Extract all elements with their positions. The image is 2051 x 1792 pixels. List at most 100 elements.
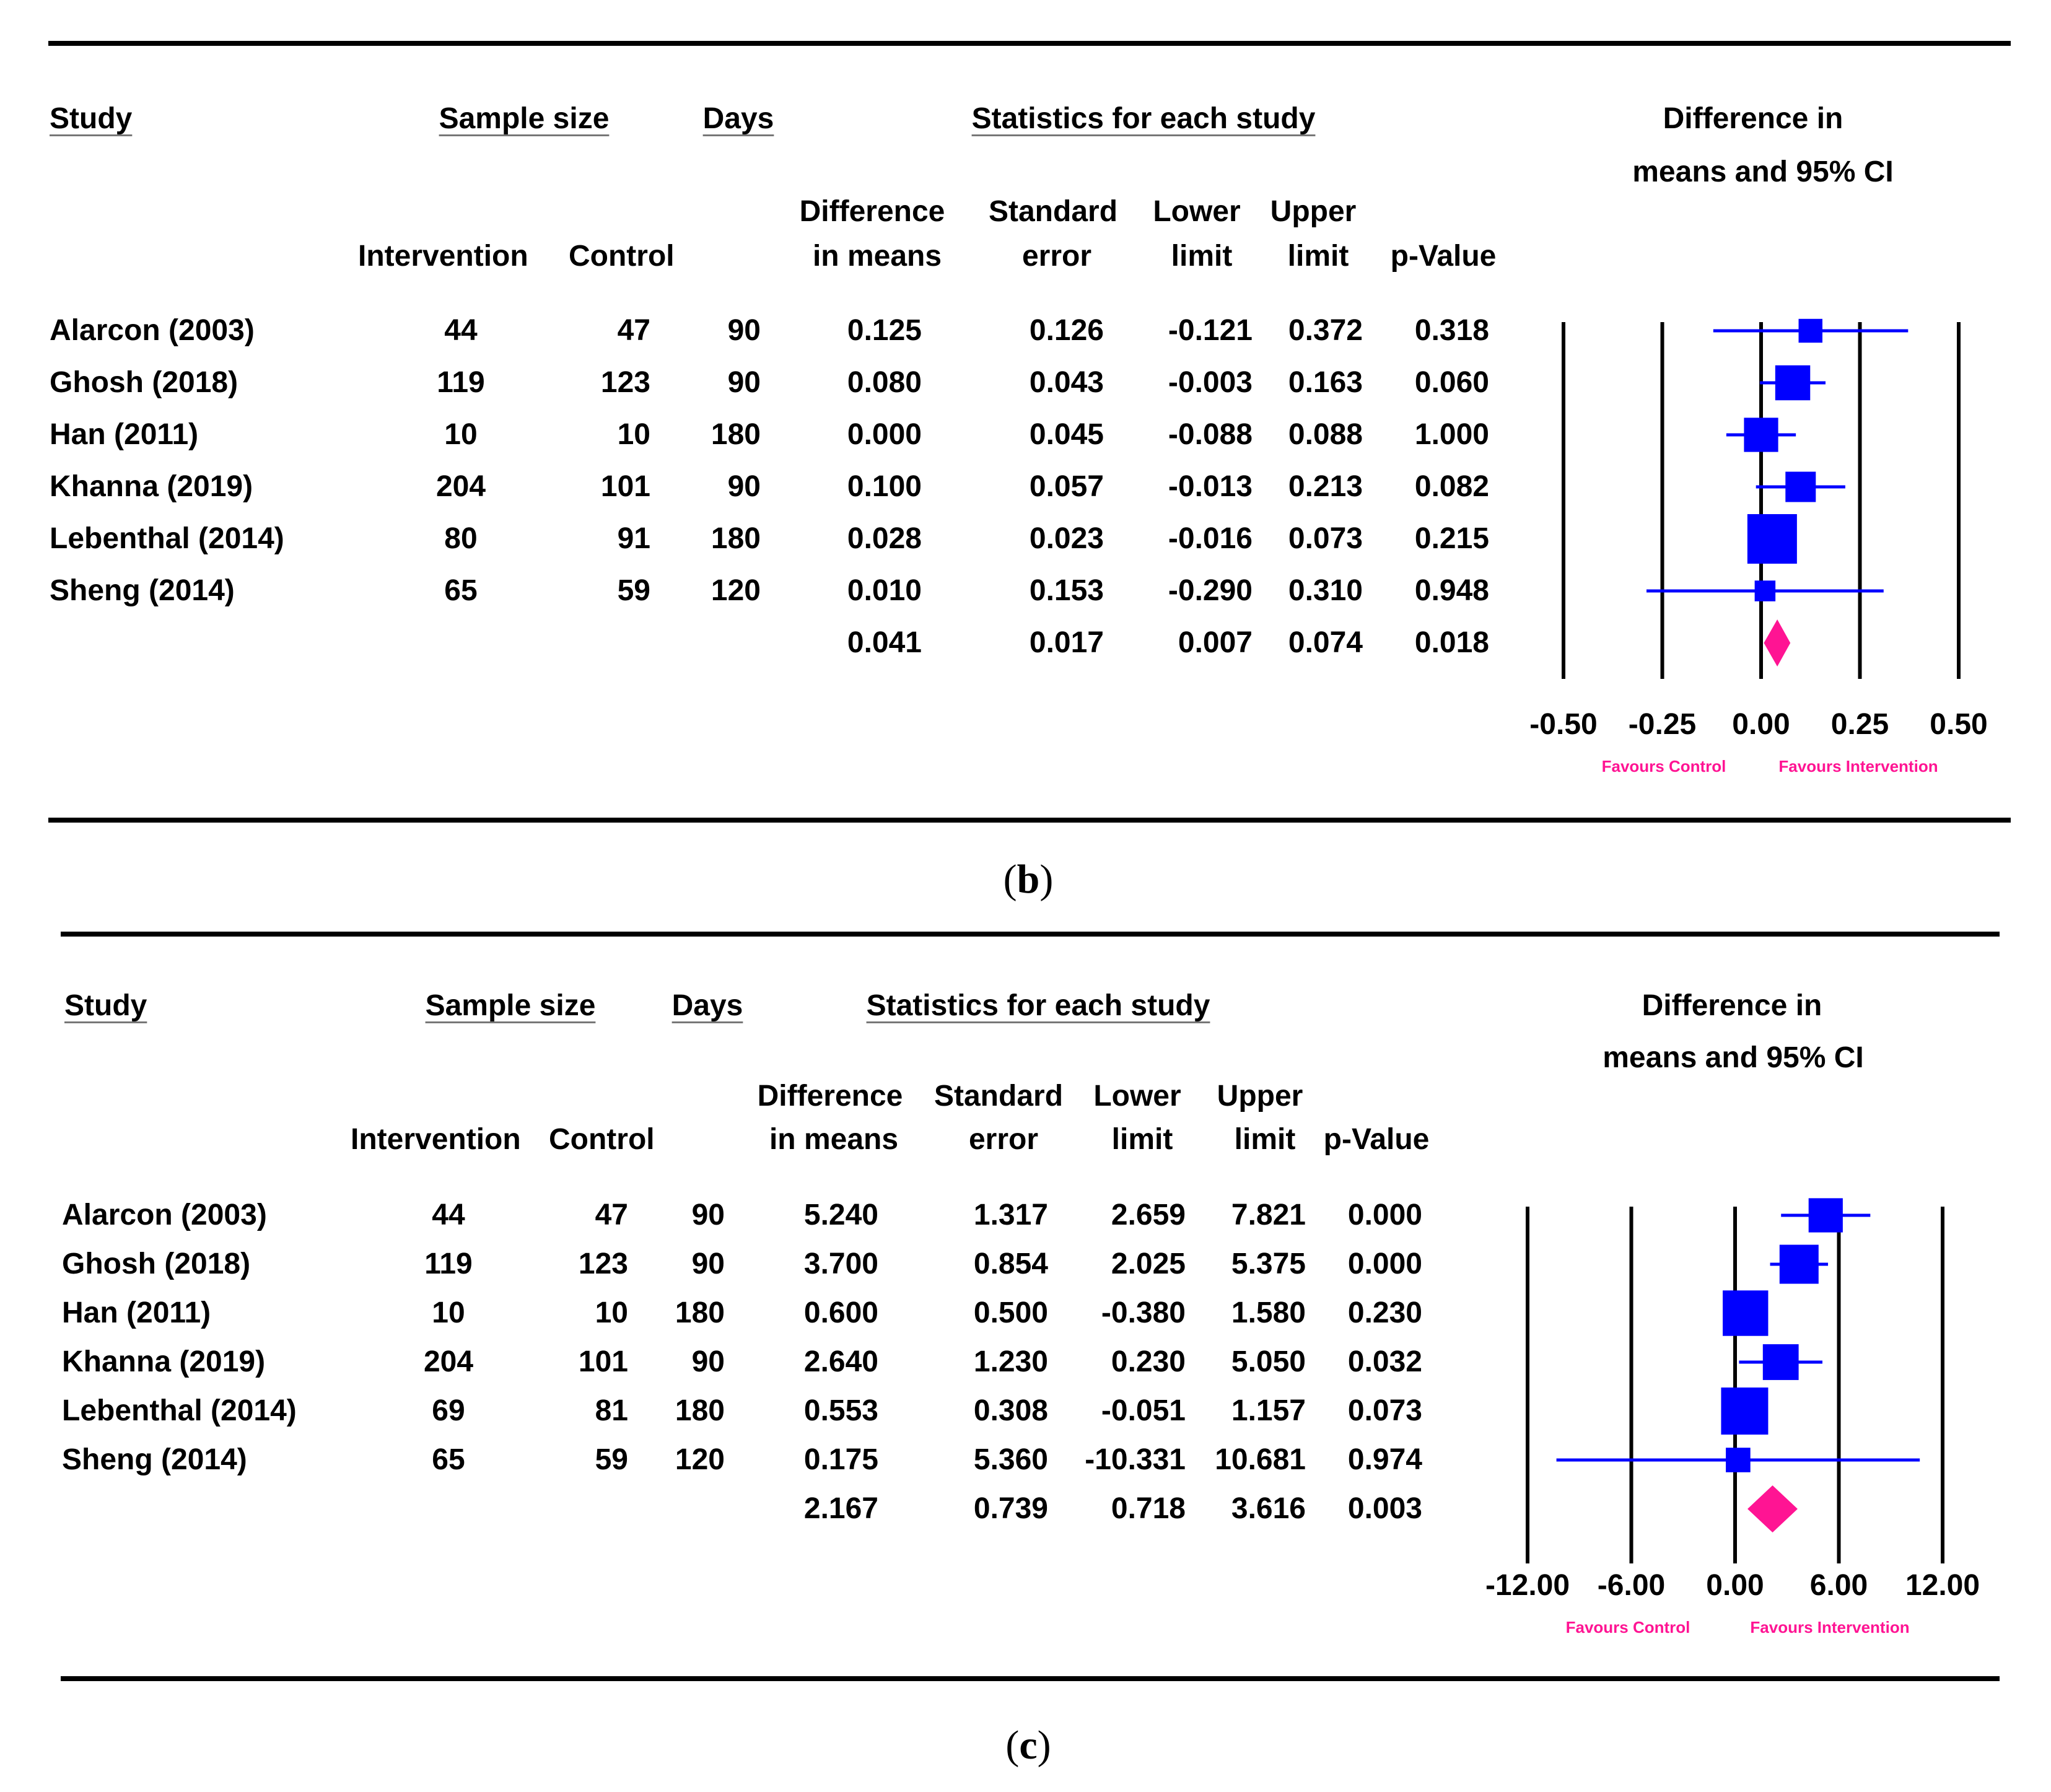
row-intervention-cell: 204 [423, 1345, 474, 1378]
header-sample-size: Sample size [439, 102, 610, 135]
row-study-cell: Ghosh (2018) [50, 366, 238, 399]
row-se-cell: 5.360 [973, 1443, 1048, 1476]
header-standard: Standard [934, 1080, 1064, 1112]
row-lower-cell: -0.121 [1168, 314, 1253, 347]
row-p-cell: 0.082 [1414, 470, 1489, 503]
summary-p-cell: 0.003 [1347, 1492, 1422, 1525]
summary-lower-cell: 0.718 [1111, 1492, 1186, 1525]
row-days-cell: 90 [727, 366, 761, 399]
header-difference: Difference [757, 1080, 903, 1112]
header-intervention: Intervention [351, 1123, 521, 1156]
row-diff-cell: 0.100 [847, 470, 922, 503]
favours-intervention-label: Favours Intervention [1750, 1618, 1910, 1637]
summary-diff-cell: 0.041 [847, 626, 922, 659]
row-upper-cell: 0.073 [1288, 522, 1363, 555]
row-study-cell: Sheng (2014) [62, 1443, 247, 1476]
header-lower-limit: limit [1171, 240, 1233, 273]
row-lower-cell: -0.051 [1101, 1394, 1186, 1427]
row-lower-cell: -0.088 [1168, 418, 1253, 451]
header-upper: Upper [1217, 1080, 1303, 1112]
row-upper-cell: 10.681 [1215, 1443, 1306, 1476]
row-upper-cell: 0.310 [1288, 574, 1363, 607]
header-upper-limit: limit [1234, 1123, 1296, 1156]
row-upper-cell: 0.372 [1288, 314, 1363, 347]
x-tick-label: 0.25 [1830, 708, 1889, 741]
row-diff-cell: 0.080 [847, 366, 922, 399]
forest-plot-c [1526, 1198, 1944, 1563]
plot-title-line2: means and 95% CI [1632, 155, 1894, 188]
row-intervention-cell: 204 [435, 470, 486, 503]
row-study-cell: Ghosh (2018) [62, 1248, 251, 1280]
row-days-cell: 120 [711, 574, 761, 607]
row-intervention-cell: 10 [432, 1296, 465, 1329]
study-point-estimate [1721, 1388, 1769, 1435]
row-control-cell: 10 [595, 1296, 628, 1329]
study-point-estimate [1744, 417, 1778, 452]
header-intervention: Intervention [358, 240, 528, 273]
x-tick-label: -12.00 [1485, 1569, 1570, 1602]
row-diff-cell: 0.553 [803, 1394, 878, 1427]
row-intervention-cell: 69 [432, 1394, 465, 1427]
x-tick-label: -6.00 [1597, 1569, 1666, 1602]
summary-se-cell: 0.017 [1029, 626, 1104, 659]
row-upper-cell: 5.050 [1231, 1345, 1306, 1378]
row-days-cell: 180 [711, 418, 761, 451]
row-diff-cell: 5.240 [803, 1199, 878, 1231]
row-lower-cell: 2.659 [1111, 1199, 1186, 1231]
row-upper-cell: 0.213 [1288, 470, 1363, 503]
row-study-cell: Khanna (2019) [62, 1345, 266, 1378]
study-point-estimate [1723, 1290, 1769, 1336]
summary-p-cell: 0.018 [1414, 626, 1489, 659]
forest-plot-panel-b: Study Sample size Days Statistics for ea… [48, 41, 2011, 902]
top-rule [48, 41, 2011, 46]
header-upper: Upper [1270, 195, 1357, 228]
row-upper-cell: 5.375 [1231, 1248, 1306, 1280]
row-upper-cell: 0.163 [1288, 366, 1363, 399]
row-days-cell: 90 [727, 470, 761, 503]
row-days-cell: 90 [691, 1345, 725, 1378]
row-se-cell: 0.126 [1029, 314, 1104, 347]
summary-diff-cell: 2.167 [803, 1492, 878, 1525]
row-diff-cell: 0.125 [847, 314, 922, 347]
row-upper-cell: 7.821 [1231, 1199, 1306, 1231]
header-error: error [968, 1123, 1039, 1156]
row-control-cell: 123 [600, 366, 650, 399]
row-control-cell: 47 [595, 1199, 628, 1231]
row-control-cell: 47 [617, 314, 650, 347]
x-tick-label: 12.00 [1905, 1569, 1980, 1602]
row-p-cell: 0.318 [1414, 314, 1489, 347]
row-p-cell: 0.215 [1414, 522, 1489, 555]
plot-title-line2: means and 95% CI [1603, 1041, 1864, 1074]
row-p-cell: 0.000 [1347, 1248, 1422, 1280]
favours-intervention-label: Favours Intervention [1778, 757, 1938, 776]
row-se-cell: 0.854 [973, 1248, 1048, 1280]
row-intervention-cell: 10 [444, 418, 478, 451]
row-lower-cell: -0.003 [1168, 366, 1253, 399]
study-point-estimate [1798, 318, 1822, 343]
header-study: Study [50, 102, 133, 135]
row-diff-cell: 0.028 [847, 522, 922, 555]
row-se-cell: 0.043 [1029, 366, 1104, 399]
bottom-rule [61, 1676, 2000, 1681]
x-tick-label: -0.50 [1529, 708, 1598, 741]
plot-title-line1: Difference in [1663, 102, 1843, 135]
header-control: Control [549, 1123, 655, 1156]
header-upper-limit: limit [1287, 240, 1349, 273]
header-sample-size: Sample size [425, 989, 596, 1022]
row-study-cell: Sheng (2014) [50, 574, 235, 607]
row-diff-cell: 0.010 [847, 574, 922, 607]
pooled-effect-diamond [1747, 1485, 1798, 1532]
row-se-cell: 0.153 [1029, 574, 1104, 607]
header-standard: Standard [988, 195, 1118, 228]
header-days: Days [671, 989, 743, 1022]
header-lower: Lower [1153, 195, 1241, 228]
row-control-cell: 101 [600, 470, 650, 503]
row-p-cell: 0.032 [1347, 1345, 1422, 1378]
row-study-cell: Lebenthal (2014) [62, 1394, 297, 1427]
x-tick-label: 6.00 [1809, 1569, 1868, 1602]
study-point-estimate [1785, 471, 1816, 502]
header-lower: Lower [1093, 1080, 1181, 1112]
pooled-effect-diamond [1764, 619, 1791, 667]
row-diff-cell: 0.175 [803, 1443, 878, 1476]
